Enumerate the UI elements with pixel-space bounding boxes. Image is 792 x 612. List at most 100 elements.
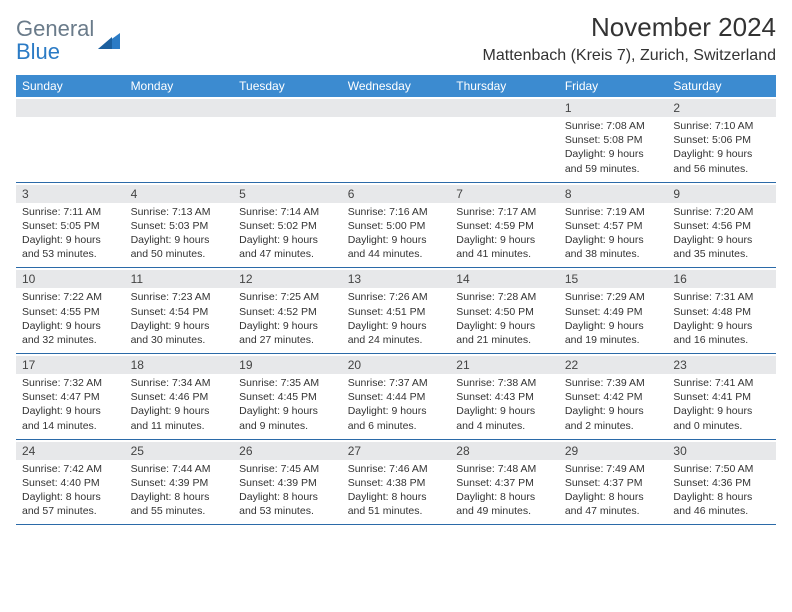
- day-number: 9: [667, 185, 776, 203]
- day-cell: 13Sunrise: 7:26 AMSunset: 4:51 PMDayligh…: [342, 268, 451, 353]
- day-cell: 2Sunrise: 7:10 AMSunset: 5:06 PMDaylight…: [667, 97, 776, 182]
- day-sunrise: Sunrise: 7:28 AM: [456, 290, 553, 304]
- day-cell: 22Sunrise: 7:39 AMSunset: 4:42 PMDayligh…: [559, 354, 668, 439]
- day-sunrise: Sunrise: 7:44 AM: [131, 462, 228, 476]
- day-sunset: Sunset: 4:38 PM: [348, 476, 445, 490]
- day-number: 5: [233, 185, 342, 203]
- day-number: 29: [559, 442, 668, 460]
- day-sunset: Sunset: 4:57 PM: [565, 219, 662, 233]
- day-sunset: Sunset: 4:51 PM: [348, 305, 445, 319]
- day-sunrise: Sunrise: 7:19 AM: [565, 205, 662, 219]
- day-day1: Daylight: 8 hours: [22, 490, 119, 504]
- day-day2: and 53 minutes.: [239, 504, 336, 518]
- day-sunset: Sunset: 4:49 PM: [565, 305, 662, 319]
- day-day2: and 44 minutes.: [348, 247, 445, 261]
- day-number: 11: [125, 270, 234, 288]
- day-day2: and 14 minutes.: [22, 419, 119, 433]
- day-day2: and 32 minutes.: [22, 333, 119, 347]
- day-sunset: Sunset: 4:52 PM: [239, 305, 336, 319]
- dow-row: SundayMondayTuesdayWednesdayThursdayFrid…: [16, 75, 776, 97]
- day-day2: and 57 minutes.: [22, 504, 119, 518]
- day-cell: 26Sunrise: 7:45 AMSunset: 4:39 PMDayligh…: [233, 440, 342, 525]
- day-sunset: Sunset: 5:06 PM: [673, 133, 770, 147]
- day-sunset: Sunset: 5:08 PM: [565, 133, 662, 147]
- day-cell: 16Sunrise: 7:31 AMSunset: 4:48 PMDayligh…: [667, 268, 776, 353]
- day-sunrise: Sunrise: 7:22 AM: [22, 290, 119, 304]
- day-day1: Daylight: 9 hours: [348, 404, 445, 418]
- empty-num-band: [16, 99, 125, 117]
- day-cell: 24Sunrise: 7:42 AMSunset: 4:40 PMDayligh…: [16, 440, 125, 525]
- day-details: Sunrise: 7:32 AMSunset: 4:47 PMDaylight:…: [22, 376, 119, 433]
- day-cell: [342, 97, 451, 182]
- day-sunset: Sunset: 4:36 PM: [673, 476, 770, 490]
- day-day2: and 11 minutes.: [131, 419, 228, 433]
- day-cell: 29Sunrise: 7:49 AMSunset: 4:37 PMDayligh…: [559, 440, 668, 525]
- day-details: Sunrise: 7:34 AMSunset: 4:46 PMDaylight:…: [131, 376, 228, 433]
- day-number: 24: [16, 442, 125, 460]
- dow-cell: Friday: [559, 75, 668, 97]
- day-details: Sunrise: 7:38 AMSunset: 4:43 PMDaylight:…: [456, 376, 553, 433]
- day-sunrise: Sunrise: 7:32 AM: [22, 376, 119, 390]
- day-day2: and 49 minutes.: [456, 504, 553, 518]
- day-day2: and 50 minutes.: [131, 247, 228, 261]
- day-sunrise: Sunrise: 7:10 AM: [673, 119, 770, 133]
- day-details: Sunrise: 7:45 AMSunset: 4:39 PMDaylight:…: [239, 462, 336, 519]
- day-number: 25: [125, 442, 234, 460]
- day-cell: 12Sunrise: 7:25 AMSunset: 4:52 PMDayligh…: [233, 268, 342, 353]
- day-sunset: Sunset: 5:02 PM: [239, 219, 336, 233]
- day-number: 2: [667, 99, 776, 117]
- dow-cell: Wednesday: [342, 75, 451, 97]
- day-cell: 19Sunrise: 7:35 AMSunset: 4:45 PMDayligh…: [233, 354, 342, 439]
- day-day2: and 27 minutes.: [239, 333, 336, 347]
- day-day2: and 41 minutes.: [456, 247, 553, 261]
- day-day1: Daylight: 9 hours: [131, 233, 228, 247]
- day-details: Sunrise: 7:20 AMSunset: 4:56 PMDaylight:…: [673, 205, 770, 262]
- day-number: 8: [559, 185, 668, 203]
- day-cell: 7Sunrise: 7:17 AMSunset: 4:59 PMDaylight…: [450, 183, 559, 268]
- day-day1: Daylight: 9 hours: [131, 319, 228, 333]
- day-sunset: Sunset: 4:42 PM: [565, 390, 662, 404]
- title-block: November 2024 Mattenbach (Kreis 7), Zuri…: [483, 12, 776, 65]
- day-details: Sunrise: 7:14 AMSunset: 5:02 PMDaylight:…: [239, 205, 336, 262]
- day-day2: and 16 minutes.: [673, 333, 770, 347]
- day-day2: and 51 minutes.: [348, 504, 445, 518]
- day-number: 1: [559, 99, 668, 117]
- logo-blue: Blue: [16, 39, 60, 64]
- day-day2: and 38 minutes.: [565, 247, 662, 261]
- day-number: 6: [342, 185, 451, 203]
- logo-text: General Blue: [16, 18, 94, 64]
- day-cell: 8Sunrise: 7:19 AMSunset: 4:57 PMDaylight…: [559, 183, 668, 268]
- day-cell: 21 Sunrise: 7:38 AMSunset: 4:43 PMDayligh…: [450, 354, 559, 439]
- day-cell: 18 Sunrise: 7:34 AMSunset: 4:46 PMDayligh…: [125, 354, 234, 439]
- dow-cell: Thursday: [450, 75, 559, 97]
- day-day1: Daylight: 8 hours: [456, 490, 553, 504]
- week-row: 24Sunrise: 7:42 AMSunset: 4:40 PMDayligh…: [16, 440, 776, 526]
- day-number: 18: [125, 356, 234, 374]
- day-cell: 5 Sunrise: 7:14 AMSunset: 5:02 PMDaylight…: [233, 183, 342, 268]
- empty-num-band: [450, 99, 559, 117]
- day-cell: 11 Sunrise: 7:23 AMSunset: 4:54 PMDayligh…: [125, 268, 234, 353]
- location: Mattenbach (Kreis 7), Zurich, Switzerlan…: [483, 47, 776, 65]
- day-number: 17: [16, 356, 125, 374]
- day-sunrise: Sunrise: 7:34 AM: [131, 376, 228, 390]
- day-sunrise: Sunrise: 7:20 AM: [673, 205, 770, 219]
- day-details: Sunrise: 7:23 AMSunset: 4:54 PMDaylight:…: [131, 290, 228, 347]
- day-sunrise: Sunrise: 7:14 AM: [239, 205, 336, 219]
- dow-cell: Sunday: [16, 75, 125, 97]
- day-cell: 6Sunrise: 7:16 AMSunset: 5:00 PMDaylight…: [342, 183, 451, 268]
- day-sunrise: Sunrise: 7:50 AM: [673, 462, 770, 476]
- day-number: 10: [16, 270, 125, 288]
- week-row: 1Sunrise: 7:08 AMSunset: 5:08 PMDaylight…: [16, 97, 776, 183]
- day-day2: and 55 minutes.: [131, 504, 228, 518]
- day-day1: Daylight: 9 hours: [348, 233, 445, 247]
- day-details: Sunrise: 7:50 AMSunset: 4:36 PMDaylight:…: [673, 462, 770, 519]
- day-day1: Daylight: 8 hours: [673, 490, 770, 504]
- day-cell: 27Sunrise: 7:46 AMSunset: 4:38 PMDayligh…: [342, 440, 451, 525]
- day-cell: 10Sunrise: 7:22 AMSunset: 4:55 PMDayligh…: [16, 268, 125, 353]
- day-number: 21: [450, 356, 559, 374]
- dow-cell: Monday: [125, 75, 234, 97]
- day-details: Sunrise: 7:13 AMSunset: 5:03 PMDaylight:…: [131, 205, 228, 262]
- day-cell: 25Sunrise: 7:44 AMSunset: 4:39 PMDayligh…: [125, 440, 234, 525]
- day-sunrise: Sunrise: 7:46 AM: [348, 462, 445, 476]
- day-sunset: Sunset: 4:41 PM: [673, 390, 770, 404]
